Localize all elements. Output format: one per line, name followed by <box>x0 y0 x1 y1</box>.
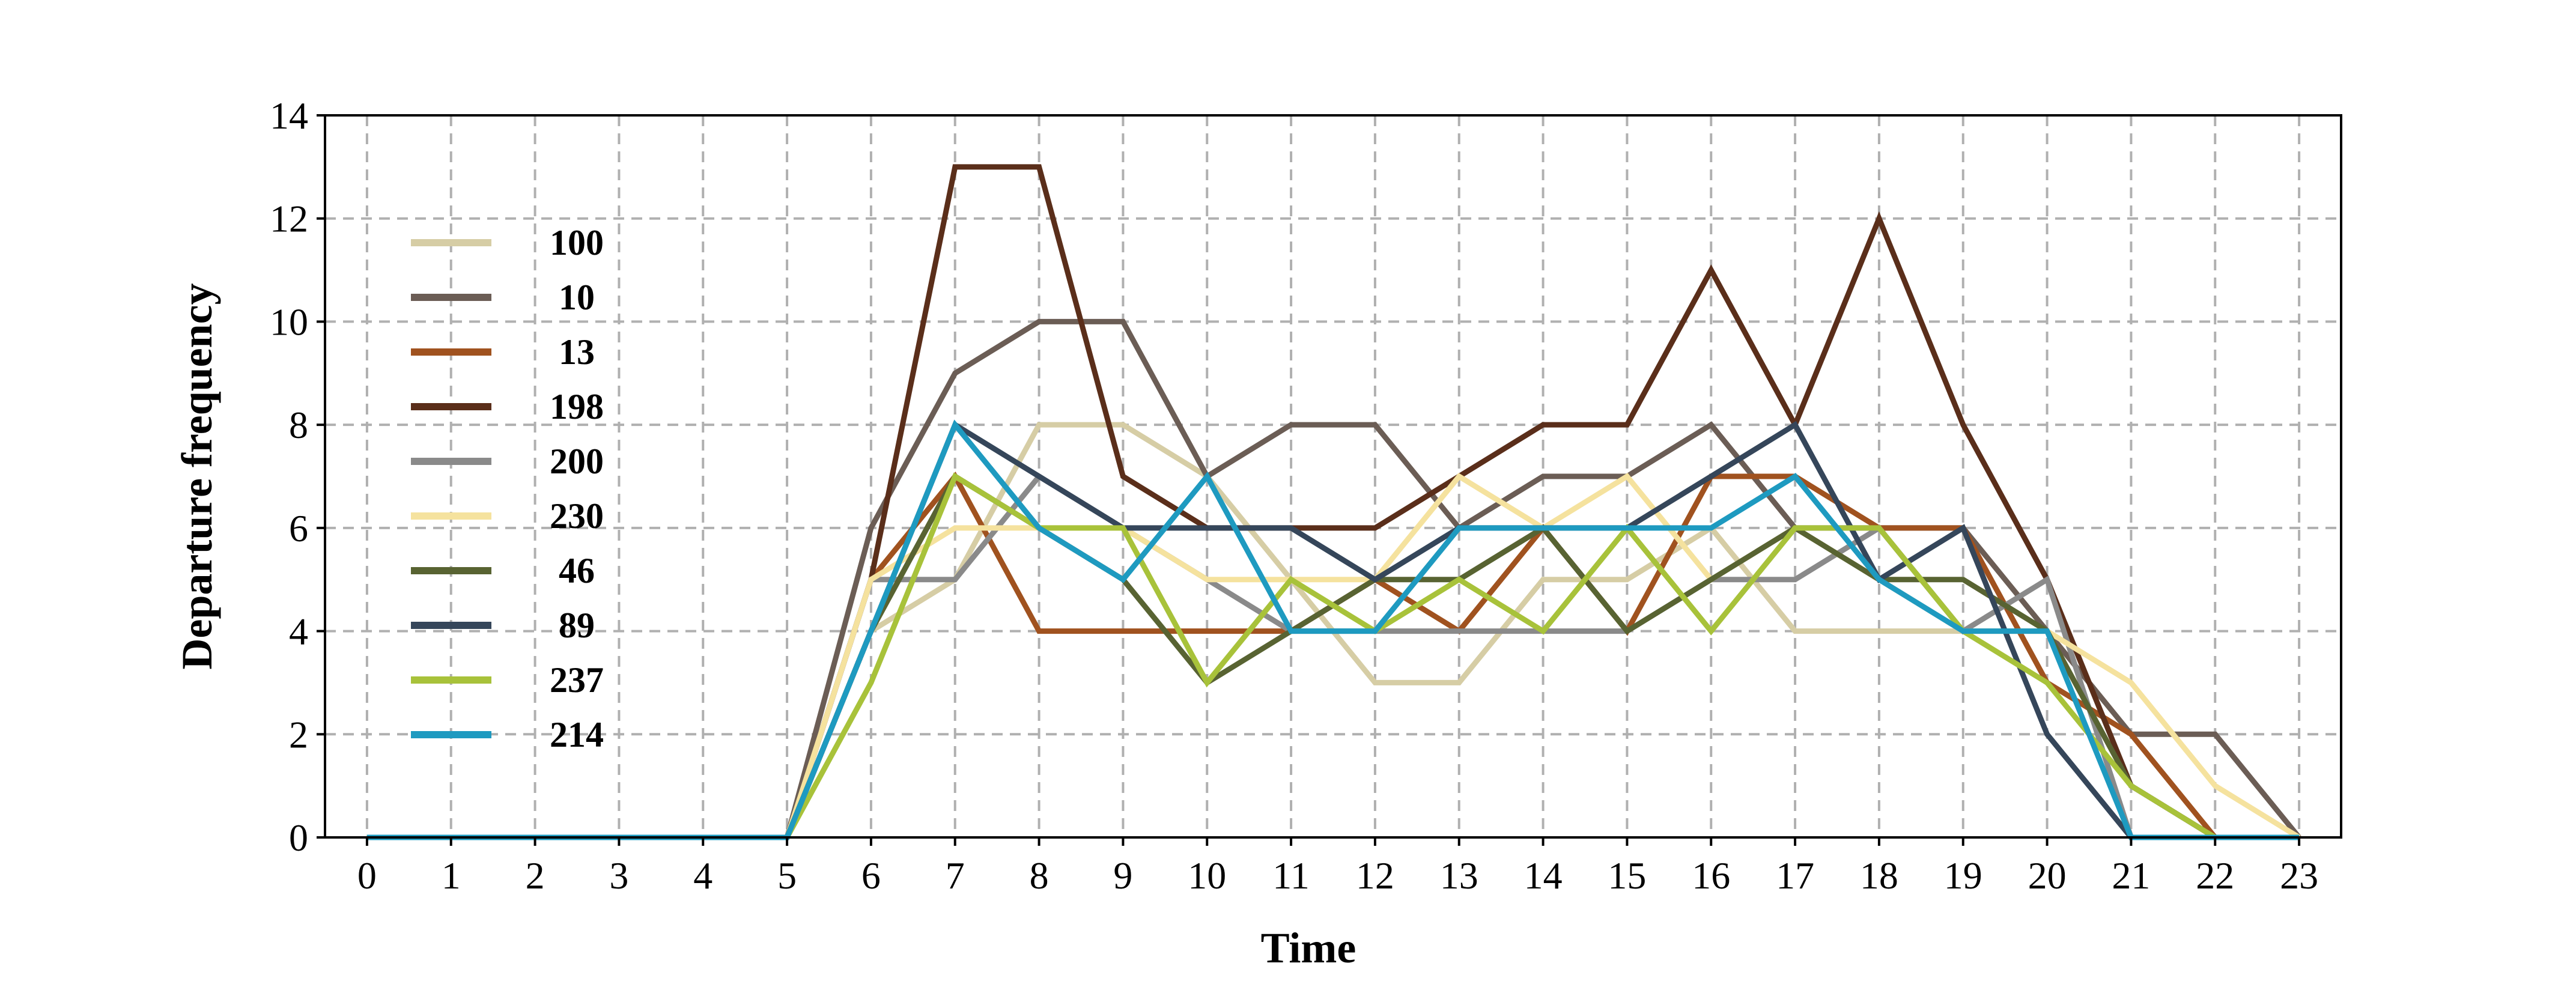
x-tick-label: 17 <box>1776 854 1814 897</box>
legend-label: 198 <box>550 387 604 427</box>
legend-label: 214 <box>550 715 604 755</box>
x-tick-label: 10 <box>1188 854 1226 897</box>
legend-label: 13 <box>559 332 595 372</box>
y-tick-label: 12 <box>270 198 308 240</box>
x-tick-label: 4 <box>693 854 712 897</box>
legend-label: 46 <box>559 551 595 591</box>
y-tick-label: 8 <box>289 404 308 446</box>
x-tick-label: 7 <box>946 854 965 897</box>
x-tick-label: 12 <box>1356 854 1394 897</box>
y-tick-label: 10 <box>270 300 308 343</box>
x-tick-label: 11 <box>1272 854 1310 897</box>
x-tick-label: 5 <box>777 854 797 897</box>
legend-item: 100 <box>411 223 604 263</box>
x-tick-label: 0 <box>357 854 377 897</box>
x-tick-label: 13 <box>1440 854 1478 897</box>
x-tick-label: 3 <box>609 854 628 897</box>
plot-frame <box>324 114 2342 839</box>
y-axis-title: Departure frequency <box>173 283 221 669</box>
x-tick-label: 14 <box>1524 854 1563 897</box>
x-tick-label: 16 <box>1692 854 1730 897</box>
legend-label: 200 <box>550 442 604 481</box>
x-tick-label: 9 <box>1113 854 1132 897</box>
y-tick-label: 14 <box>270 94 308 137</box>
axis-ticks <box>317 114 2301 846</box>
x-tick-label: 6 <box>861 854 881 897</box>
x-tick-label: 19 <box>1944 854 1982 897</box>
legend-item: 230 <box>411 496 604 536</box>
y-tick-label: 0 <box>289 816 308 859</box>
x-tick-label: 2 <box>526 854 545 897</box>
legend-label: 230 <box>550 496 604 536</box>
legend-item: 198 <box>411 387 604 427</box>
legend-item: 200 <box>411 442 604 481</box>
legend-item: 89 <box>411 606 595 645</box>
x-tick-label: 21 <box>2112 854 2150 897</box>
x-tick-label: 15 <box>1608 854 1646 897</box>
x-axis-title: Time <box>1261 924 1356 972</box>
grid <box>325 114 2341 839</box>
legend-item: 13 <box>411 332 595 372</box>
legend-label: 10 <box>559 278 595 317</box>
legend-label: 89 <box>559 606 595 645</box>
legend-item: 10 <box>411 278 595 317</box>
legend-label: 100 <box>550 223 604 263</box>
legend-item: 237 <box>411 660 604 700</box>
x-tick-label: 8 <box>1030 854 1049 897</box>
x-tick-label: 18 <box>1860 854 1898 897</box>
series-lines <box>366 164 2301 840</box>
x-tick-labels: 0 1 2 3 4 5 6 7 8 9 10 11 12 13 14 15 16 17 18 19 20 21 22 23 <box>357 854 2318 897</box>
y-tick-label: 6 <box>289 507 308 550</box>
legend: 100 10 13 198 200 230 46 89 237 214 <box>411 223 604 755</box>
x-tick-label: 22 <box>2196 854 2234 897</box>
y-tick-label: 4 <box>289 610 308 653</box>
legend-item: 214 <box>411 715 604 755</box>
x-tick-label: 23 <box>2280 854 2318 897</box>
y-tick-label: 2 <box>289 713 308 756</box>
y-tick-labels: 0 2 4 6 8 10 12 14 <box>270 94 308 859</box>
legend-label: 237 <box>550 660 604 700</box>
legend-item: 46 <box>411 551 595 591</box>
series-line-198 <box>366 164 2300 840</box>
x-tick-label: 20 <box>2028 854 2067 897</box>
x-tick-label: 1 <box>442 854 461 897</box>
